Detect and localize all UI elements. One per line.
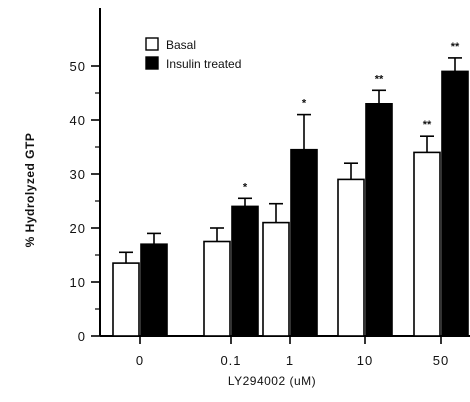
significance-insulin-treated-4: **: [451, 41, 460, 53]
legend-swatch-basal: [145, 37, 159, 51]
bar-insulin-treated-1: [231, 205, 259, 337]
bar-basal-2: [262, 221, 290, 337]
legend-swatch-insulin-treated: [145, 56, 159, 70]
significance-insulin-treated-1: *: [243, 181, 248, 193]
bar-basal-3: [337, 178, 365, 337]
significance-insulin-treated-2: *: [302, 98, 307, 110]
y-tick-label-0: 0: [78, 329, 86, 344]
y-axis-title: % Hydrolyzed GTP: [23, 133, 37, 248]
y-tick-label-2: 20: [70, 221, 86, 236]
x-tick-label-3: 10: [357, 353, 373, 368]
significance-basal-4: **: [423, 119, 432, 131]
y-tick-label-5: 50: [70, 59, 86, 74]
legend-label-insulin-treated: Insulin treated: [166, 57, 241, 71]
bar-insulin-treated-4: [441, 70, 469, 337]
y-tick-label-4: 40: [70, 113, 86, 128]
bar-basal-0: [112, 262, 140, 337]
bar-basal-1: [203, 240, 231, 337]
x-tick-label-4: 50: [433, 353, 449, 368]
y-tick-label-3: 30: [70, 167, 86, 182]
labels: 0 10 20 30 40 50 0 0.1 * 1 * 10 ** 50 ** **: [70, 41, 460, 368]
x-tick-label-2: 1: [286, 353, 294, 368]
bar-insulin-treated-3: [365, 103, 393, 337]
x-tick-label-0: 0: [136, 353, 144, 368]
x-tick-label-1: 0.1: [220, 353, 241, 368]
bars: [112, 57, 469, 337]
bar-basal-4: [413, 151, 441, 337]
legend-label-basal: Basal: [166, 38, 196, 52]
significance-insulin-treated-3: **: [375, 73, 384, 85]
legend: Basal Insulin treated: [145, 37, 241, 71]
bar-insulin-treated-2: [290, 148, 318, 337]
bar-insulin-treated-0: [140, 243, 168, 337]
x-axis-title: LY294002 (uM): [228, 374, 316, 388]
y-tick-label-1: 10: [70, 275, 86, 290]
